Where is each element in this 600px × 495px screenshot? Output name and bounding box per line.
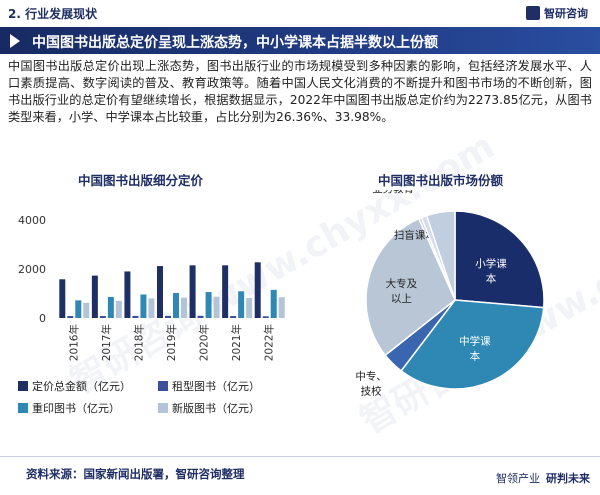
bar [278, 297, 285, 318]
x-tick-label: 2018年 [132, 324, 145, 361]
bar [213, 296, 220, 318]
bar [157, 266, 163, 318]
x-tick-label: 2021年 [230, 324, 243, 361]
x-tick-label: 2022年 [263, 324, 276, 361]
legend-item-reprint: 重印图书（亿元） [18, 400, 120, 416]
x-tick-label: 2020年 [198, 324, 211, 361]
slice-label: 小学课本 [475, 257, 507, 285]
legend-label: 租型图书（亿元） [172, 380, 260, 393]
brand-logo-icon [526, 6, 540, 20]
bar [67, 316, 74, 318]
slice-label: 业务教育 [372, 190, 414, 195]
legend-item-lease: 租型图书（亿元） [158, 378, 260, 394]
bar-chart-title: 中国图书出版细分定价 [78, 173, 204, 188]
legend-item-total: 定价总金额（亿元） [18, 378, 131, 394]
bar [238, 291, 245, 318]
bar [140, 294, 147, 318]
bar [75, 300, 82, 318]
legend-item-new: 新版图书（亿元） [158, 400, 260, 416]
pie-slice [365, 217, 456, 357]
top-bar: 2. 行业发展现状 智研咨询 [0, 0, 600, 26]
section-number: 2. 行业发展现状 [8, 7, 98, 21]
slice-label: 扫盲课本 [394, 229, 436, 242]
bar [205, 292, 212, 318]
y-tick-label: 0 [39, 312, 46, 325]
x-tick-label: 2017年 [100, 324, 113, 361]
legend-swatch [18, 403, 28, 413]
legend-label: 新版图书（亿元） [172, 402, 260, 415]
bar [91, 275, 98, 318]
bar [165, 315, 171, 318]
bar [107, 296, 114, 318]
brand: 智研咨询 [526, 5, 588, 21]
slice-label: 大专及以上 [386, 277, 418, 305]
y-tick-label: 4000 [18, 214, 46, 227]
chevron-right-icon [10, 34, 20, 48]
pie-slice [400, 299, 545, 390]
bar-chart: 0 2000 4000 2016年 2017年 2018年 2019年 2020年 2021年 2… [18, 214, 285, 361]
bar [173, 293, 179, 318]
bar [99, 316, 106, 318]
legend-label: 重印图书（亿元） [32, 402, 120, 415]
bar [197, 315, 204, 318]
bar [189, 265, 196, 318]
y-tick-label: 2000 [18, 263, 46, 276]
source-note: 资料来源：国家新闻出版署，智研咨询整理 [26, 467, 245, 481]
intro-paragraph: 中国图书出版总定价出现上涨态势，图书出版行业的市场规模受到多种因素的影响，包括经… [8, 59, 592, 124]
x-tick-label: 2019年 [165, 324, 178, 361]
bar [115, 300, 122, 318]
pie-slice [425, 210, 456, 301]
footer-brand-b: 研判未来 [546, 472, 590, 485]
bar [230, 316, 237, 318]
bar [222, 265, 229, 318]
bar [124, 271, 131, 318]
page-title: 中国图书出版总定价呈现上涨态势，中小学课本占据半数以上份额 [32, 35, 438, 51]
bar [181, 297, 187, 318]
slice-label: 中学课本 [459, 335, 491, 363]
bar [132, 315, 139, 318]
legend-swatch [158, 381, 168, 391]
legend-label: 定价总金额（亿元） [32, 380, 131, 393]
footer-brand: 智领产业 研判未来 [496, 470, 590, 486]
pie-slice [454, 210, 545, 309]
bar [148, 298, 155, 318]
footer-brand-a: 智领产业 [496, 472, 540, 485]
footer-divider [0, 456, 600, 457]
legend-swatch [18, 381, 28, 391]
title-bar: 中国图书出版总定价呈现上涨态势，中小学课本占据半数以上份额 [0, 27, 600, 54]
slice-label: 中专、技校 [355, 369, 387, 397]
brand-name: 智研咨询 [544, 7, 588, 20]
bar [246, 297, 253, 318]
bar [262, 316, 269, 318]
bar [59, 279, 66, 318]
legend-swatch [158, 403, 168, 413]
bar [254, 262, 261, 318]
pie-chart-title: 中国图书出版市场份额 [378, 173, 504, 188]
bar [83, 302, 90, 318]
bar [270, 289, 277, 318]
x-tick-label: 2016年 [67, 324, 80, 361]
